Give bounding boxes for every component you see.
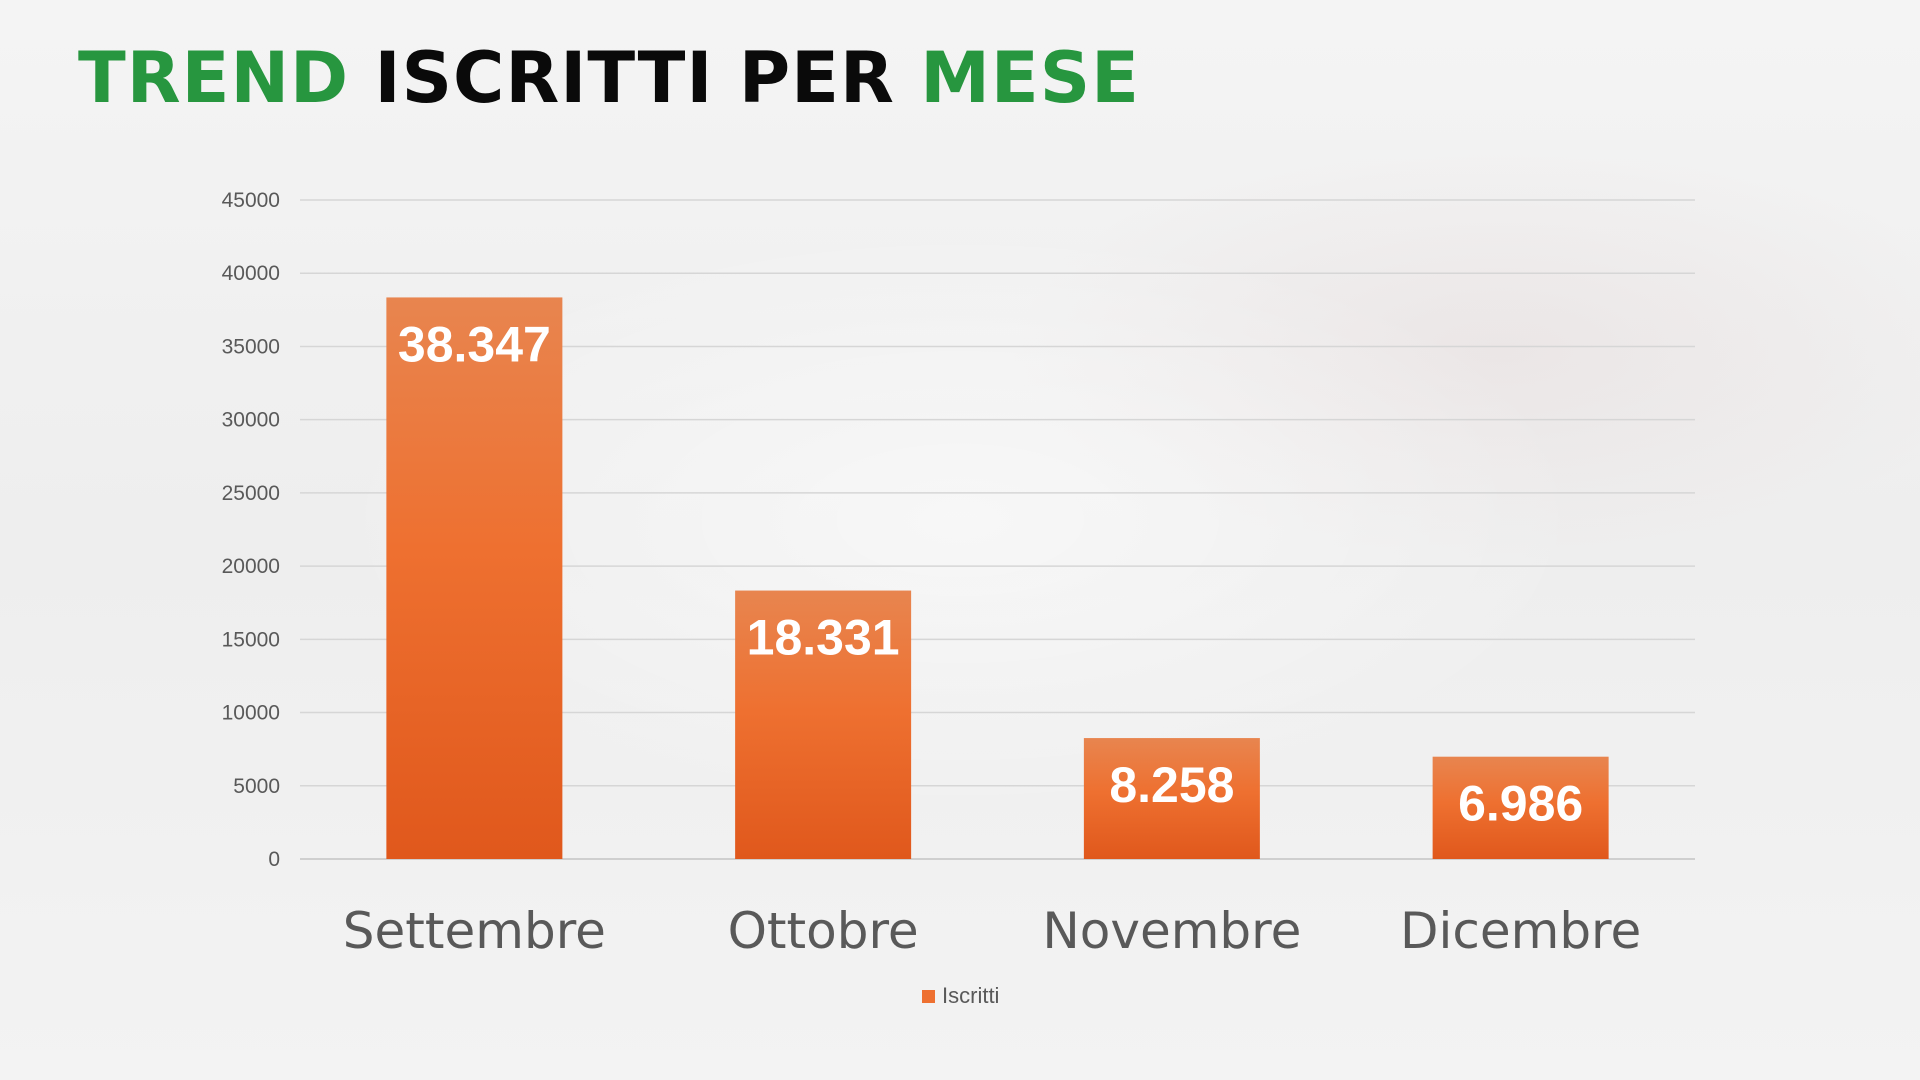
y-tick-label-15000: 15000 (222, 628, 280, 651)
category-label-settembre: Settembre (343, 902, 606, 960)
page-title: TREND ISCRITTI PER MESE (78, 38, 1140, 119)
legend: Iscritti (922, 983, 999, 1008)
y-tick-label-10000: 10000 (222, 702, 280, 725)
title-part-mese: MESE (920, 37, 1140, 119)
category-label-ottobre: Ottobre (728, 902, 919, 960)
y-axis-ticks: 0 5000 10000 15000 20000 25000 30000 35000 40000… (222, 189, 280, 871)
data-label-dicembre: 6.986 (1458, 776, 1583, 832)
bar-settembre (386, 297, 563, 860)
title-part-iscritti-per: ISCRITTI PER (349, 37, 921, 119)
x-axis-categories: Settembre Ottobre Novembre Dicembre (343, 902, 1641, 960)
y-tick-label-25000: 25000 (222, 482, 280, 505)
y-tick-label-0: 0 (268, 848, 280, 871)
category-label-novembre: Novembre (1042, 902, 1301, 960)
data-label-ottobre: 18.331 (747, 610, 900, 666)
data-label-settembre: 38.347 (398, 316, 551, 372)
legend-swatch (922, 990, 935, 1003)
y-tick-label-45000: 45000 (222, 189, 280, 212)
y-tick-label-5000: 5000 (233, 775, 280, 798)
category-label-dicembre: Dicembre (1400, 902, 1641, 960)
y-tick-label-20000: 20000 (222, 555, 280, 578)
bar-ottobre (735, 590, 912, 859)
y-tick-label-40000: 40000 (222, 262, 280, 285)
y-tick-label-30000: 30000 (222, 409, 280, 432)
bar-dicembre (1432, 756, 1609, 859)
y-tick-label-35000: 35000 (222, 335, 280, 358)
bar-novembre (1083, 738, 1260, 859)
title-part-trend: TREND (78, 37, 350, 119)
data-label-novembre: 8.258 (1109, 757, 1234, 813)
bars: 38.347 18.331 8.258 6.986 (386, 297, 1609, 860)
legend-label: Iscritti (942, 983, 999, 1008)
